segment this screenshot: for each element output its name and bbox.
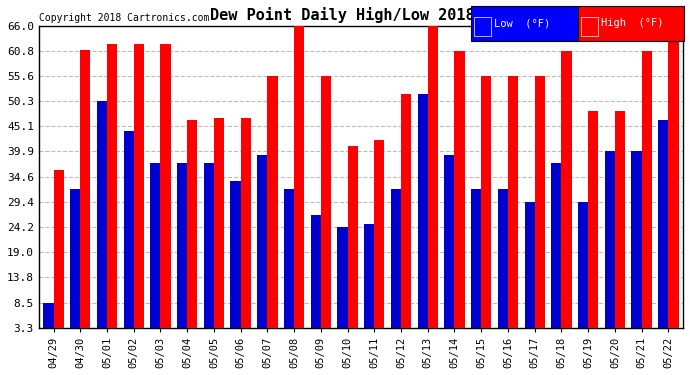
Bar (214, 118, 224, 344)
Bar (97, 101, 107, 344)
Bar (669, 26, 678, 344)
Bar (604, 152, 615, 344)
Bar (284, 189, 294, 344)
Bar (497, 189, 508, 344)
Bar (70, 189, 80, 344)
Bar (615, 111, 625, 344)
Bar (551, 164, 562, 344)
Bar (374, 140, 384, 344)
Text: Low  (°F): Low (°F) (494, 18, 551, 28)
Bar (267, 76, 277, 344)
Bar (161, 44, 170, 344)
Bar (230, 181, 241, 344)
Bar (471, 189, 481, 344)
Bar (310, 216, 321, 344)
Bar (204, 164, 214, 344)
Text: Copyright 2018 Cartronics.com: Copyright 2018 Cartronics.com (39, 13, 209, 23)
Bar (588, 111, 598, 344)
Bar (444, 155, 455, 344)
Bar (337, 227, 348, 344)
Bar (401, 94, 411, 344)
Bar (257, 155, 267, 344)
Bar (524, 202, 535, 344)
Bar (294, 26, 304, 344)
Bar (150, 164, 161, 344)
Bar (187, 120, 197, 344)
Bar (508, 76, 518, 344)
Bar (241, 118, 250, 344)
Bar (124, 130, 134, 344)
Bar (364, 224, 374, 344)
Bar (428, 24, 438, 344)
Bar (107, 44, 117, 344)
Bar (417, 94, 428, 344)
Bar (631, 152, 642, 344)
Bar (348, 146, 357, 344)
Bar (642, 51, 652, 344)
Text: High  (°F): High (°F) (601, 18, 664, 28)
Bar (54, 170, 63, 344)
Bar (658, 120, 669, 344)
Bar (481, 76, 491, 344)
Bar (177, 164, 187, 344)
Title: Dew Point Daily High/Low 20180523: Dew Point Daily High/Low 20180523 (210, 7, 511, 23)
Bar (321, 76, 331, 344)
Bar (455, 51, 464, 344)
Bar (535, 76, 545, 344)
Bar (80, 50, 90, 344)
Bar (134, 44, 144, 344)
Bar (43, 303, 54, 344)
Bar (391, 189, 401, 344)
Bar (562, 51, 571, 344)
Bar (578, 202, 588, 344)
